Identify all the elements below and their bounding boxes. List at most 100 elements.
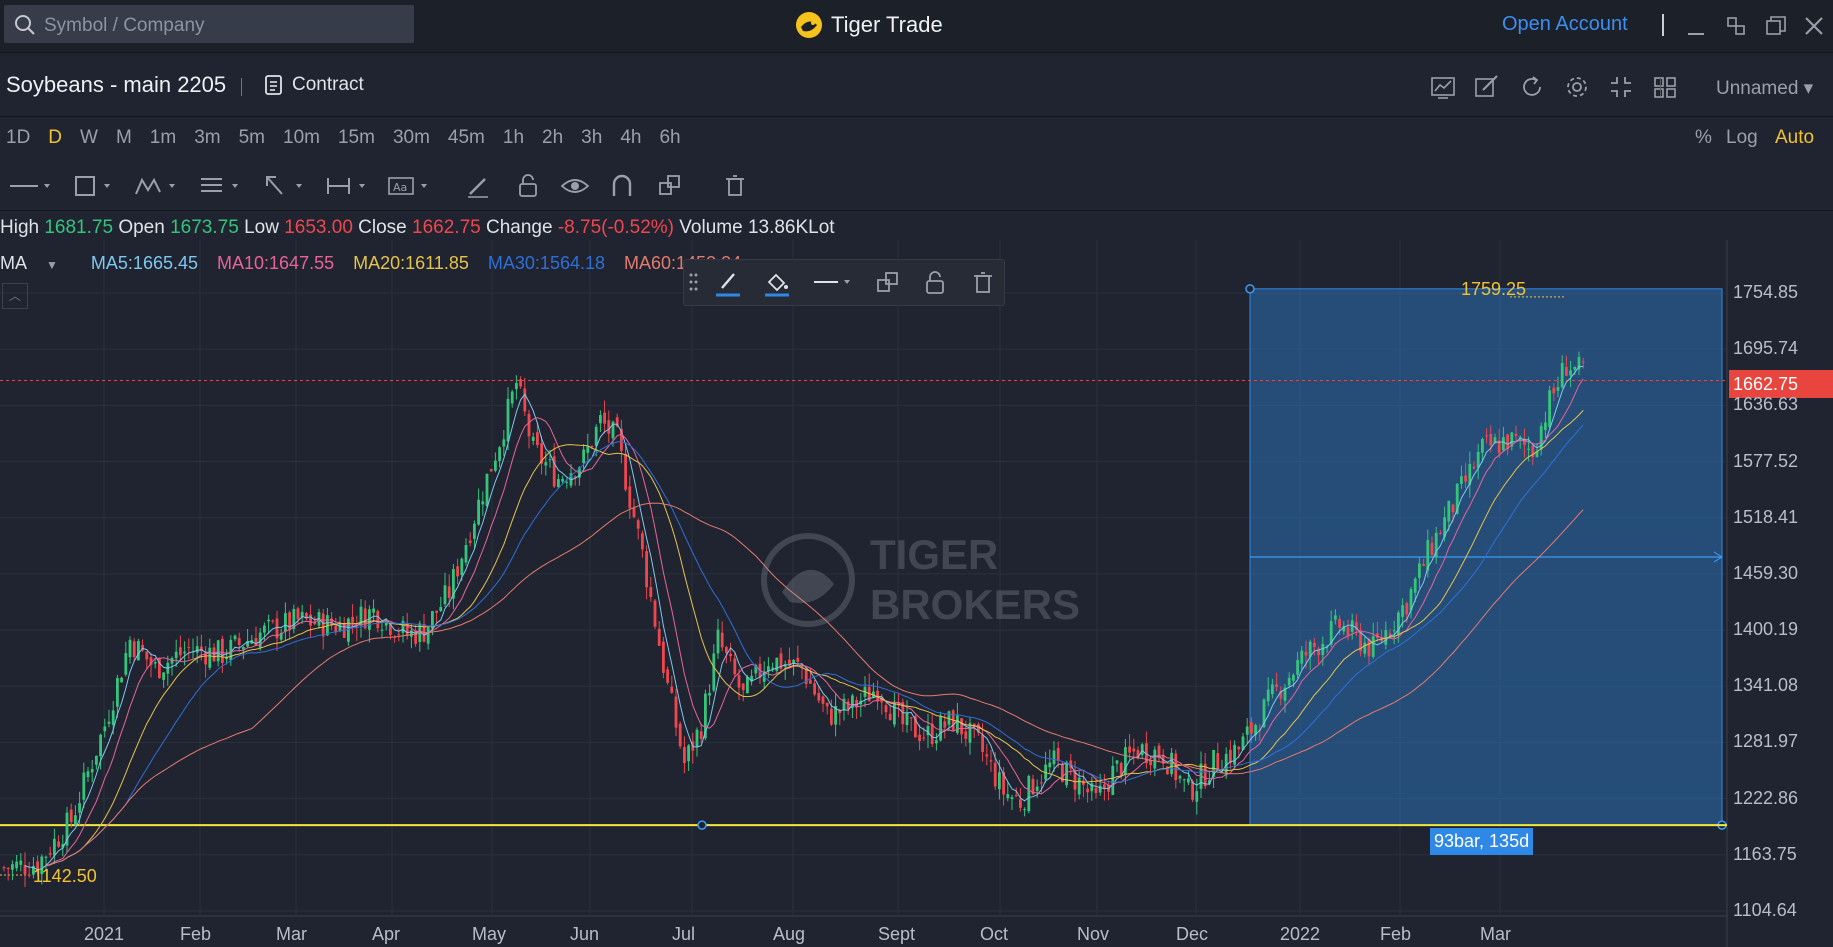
candle-body — [380, 629, 384, 631]
restore-icon[interactable] — [1762, 12, 1790, 40]
rectangle-tool-icon[interactable] — [72, 172, 116, 200]
scale-log-button[interactable]: Log — [1726, 127, 1758, 148]
period-tab-m[interactable]: M — [115, 127, 132, 148]
watermark: TIGER BROKERS — [760, 530, 1080, 630]
minimize-icon[interactable] — [1682, 12, 1710, 40]
open-account-link[interactable]: Open Account — [1502, 13, 1628, 35]
candle-body — [1355, 622, 1358, 630]
x-tick-label: May — [472, 924, 507, 944]
contract-label: Contract — [292, 74, 364, 95]
price-chart[interactable] — [0, 240, 1833, 947]
period-tab-3m[interactable]: 3m — [194, 127, 221, 148]
candle-body — [939, 716, 942, 741]
period-tab-d[interactable]: D — [48, 127, 63, 148]
period-tab-10m[interactable]: 10m — [283, 127, 320, 148]
candle-body — [1153, 749, 1157, 769]
candle-body — [162, 672, 165, 680]
fibonacci-tool-icon[interactable] — [198, 172, 244, 200]
line-color-icon[interactable] — [714, 268, 742, 298]
period-tab-1d[interactable]: 1D — [6, 127, 31, 148]
fill-color-icon[interactable] — [763, 268, 791, 298]
candle-body — [174, 651, 178, 658]
measure-tool-icon[interactable] — [325, 172, 371, 200]
lock-icon[interactable] — [514, 172, 542, 200]
candle-body — [65, 812, 69, 846]
layout-select[interactable]: Unnamed ▾ — [1716, 77, 1813, 100]
draw-edit-icon[interactable] — [1473, 73, 1501, 101]
arrow-tool-icon[interactable] — [262, 172, 308, 200]
symbol-search-input[interactable]: Symbol / Company — [4, 5, 414, 43]
drag-handle-icon[interactable] — [688, 272, 698, 292]
ma-indicator-select[interactable]: MA ▼ — [0, 253, 72, 273]
indicator-icon[interactable] — [1429, 73, 1457, 101]
candle-body — [368, 609, 371, 630]
eye-icon[interactable] — [560, 172, 590, 200]
candle-body — [527, 413, 531, 437]
clone-drawing-icon[interactable] — [874, 269, 902, 297]
compress-icon[interactable] — [1607, 73, 1635, 101]
close-icon[interactable] — [1800, 12, 1828, 40]
candle-body — [552, 456, 556, 487]
delete-drawing-icon[interactable] — [969, 269, 997, 297]
settings-icon[interactable] — [1563, 73, 1591, 101]
candle-body — [1048, 762, 1052, 768]
candle-body — [1430, 542, 1434, 555]
candle-body — [309, 614, 312, 626]
period-tab-3h[interactable]: 3h — [581, 127, 603, 148]
period-tab-30m[interactable]: 30m — [392, 127, 430, 148]
candle-body — [363, 608, 367, 629]
trash-icon[interactable] — [721, 172, 749, 200]
contract-button[interactable]: Contract — [264, 74, 364, 96]
candle-body — [200, 646, 203, 651]
period-tab-w[interactable]: W — [80, 127, 98, 148]
candle-body — [1140, 744, 1144, 755]
layout-grid-icon[interactable] — [1651, 73, 1679, 101]
popout-icon[interactable] — [1722, 12, 1750, 40]
candle-body — [771, 667, 774, 669]
candle-body — [972, 723, 976, 727]
period-tab-15m[interactable]: 15m — [337, 127, 375, 148]
clone-icon[interactable] — [656, 172, 684, 200]
candle-body — [372, 608, 375, 613]
candle-body — [1560, 362, 1564, 388]
period-tab-45m[interactable]: 45m — [447, 127, 485, 148]
measure-info-badge: 93bar, 135d — [1430, 828, 1534, 855]
candle-body — [1308, 641, 1312, 657]
candle-body — [779, 653, 783, 669]
period-tab-1h[interactable]: 1h — [502, 127, 525, 148]
x-tick-label: Sept — [878, 924, 916, 944]
pattern-tool-icon[interactable] — [133, 172, 181, 200]
magnet-icon[interactable] — [608, 172, 636, 200]
line-tool-icon[interactable] — [8, 172, 52, 200]
candle-body — [657, 628, 661, 646]
candle-body — [1409, 589, 1413, 611]
pencil-icon[interactable] — [464, 172, 492, 200]
line-style-icon[interactable] — [812, 270, 856, 294]
candle-body — [485, 473, 489, 506]
period-tab-5m[interactable]: 5m — [238, 127, 266, 148]
text-tool-icon[interactable]: Aa — [387, 172, 433, 200]
scale-percent-button[interactable]: % — [1695, 127, 1712, 148]
collapse-legend-button[interactable]: ︿ — [2, 283, 28, 309]
candle-body — [57, 841, 60, 847]
candle-body — [977, 724, 980, 733]
candle-body — [305, 613, 308, 619]
scale-auto-button[interactable]: Auto — [1775, 127, 1815, 148]
candle-body — [376, 610, 380, 629]
chart-header — [0, 52, 1833, 117]
x-tick-label: Mar — [1480, 924, 1511, 944]
candle-body — [1506, 434, 1509, 450]
refresh-icon[interactable] — [1518, 73, 1546, 101]
period-tab-1m[interactable]: 1m — [149, 127, 177, 148]
candle-body — [981, 734, 984, 752]
candle-body — [481, 501, 485, 505]
candle-body — [460, 558, 464, 576]
y-axis-panel — [1727, 240, 1833, 947]
candle-body — [1128, 746, 1131, 753]
period-tab-2h[interactable]: 2h — [542, 127, 564, 148]
period-tab-6h[interactable]: 6h — [659, 127, 681, 148]
period-tab-4h[interactable]: 4h — [620, 127, 642, 148]
candle-body — [998, 772, 1001, 790]
y-tick-label: 1695.74 — [1733, 338, 1799, 359]
lock-drawing-icon[interactable] — [921, 269, 949, 297]
